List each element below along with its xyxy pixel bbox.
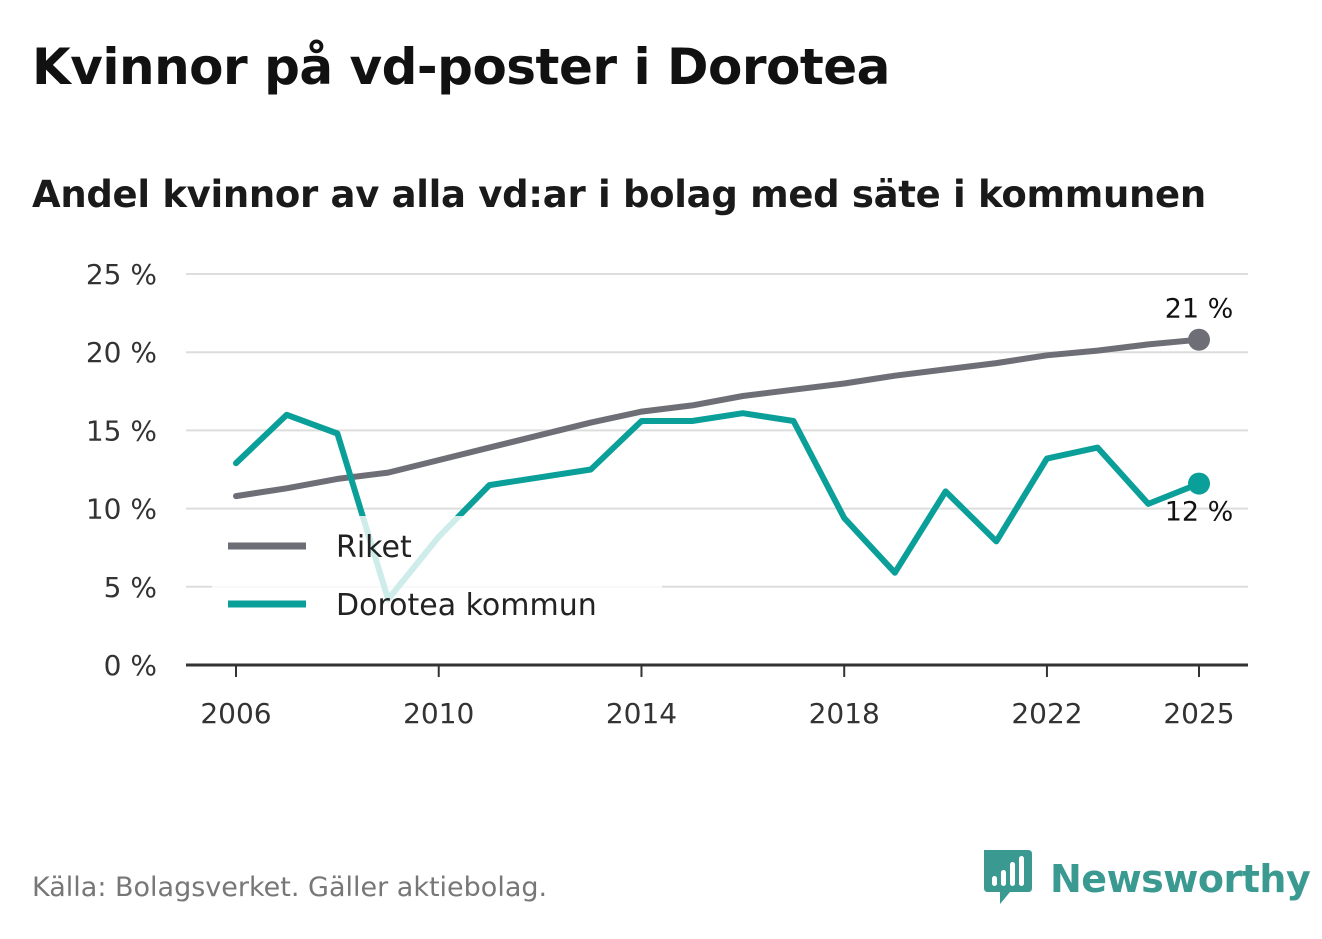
legend-label: Dorotea kommun: [336, 588, 597, 623]
legend-background: [212, 516, 662, 634]
dorotea-line-end-label: 12 %: [1165, 497, 1234, 528]
y-tick-label: 0 %: [104, 649, 157, 682]
legend: Riket Dorotea kommun: [212, 516, 662, 634]
y-tick-label: 25 %: [86, 258, 157, 291]
chart-title: Kvinnor på vd-poster i Dorotea: [32, 38, 890, 96]
source-note: Källa: Bolagsverket. Gäller aktiebolag.: [32, 872, 548, 903]
y-tick-label: 10 %: [86, 493, 157, 526]
x-axis: 2006 2010 2014 2018 2022 2025: [186, 663, 1248, 730]
y-tick-label: 15 %: [86, 414, 157, 447]
x-tick-label: 2025: [1163, 697, 1234, 730]
riket-line: [233, 336, 1202, 500]
y-tick-label: 5 %: [104, 571, 157, 604]
x-tick-label: 2018: [809, 697, 880, 730]
y-tick-label: 20 %: [86, 336, 157, 369]
x-tick-label: 2022: [1011, 697, 1082, 730]
brand-logo[interactable]: Newsworthy: [980, 848, 1311, 910]
y-axis: 0 % 5 % 10 % 15 % 20 % 25 %: [86, 258, 157, 682]
x-tick-label: 2010: [403, 697, 474, 730]
riket-line-end-label: 21 %: [1165, 294, 1234, 325]
bar-chart-speech-bubble-icon: [984, 850, 1032, 904]
line-chart: 2006 2010 2014 2018 2022 2025 0 % 5 % 10 % 15 % 2…: [86, 258, 1248, 730]
riket-line-end-dot: [1188, 328, 1210, 351]
end-labels: 21 % 12 %: [1165, 294, 1234, 528]
x-tick-label: 2014: [606, 697, 677, 730]
legend-label: Riket: [336, 530, 412, 565]
x-tick-label: 2006: [200, 697, 271, 730]
dorotea-line-end-dot: [1188, 472, 1210, 495]
chart-subtitle: Andel kvinnor av alla vd:ar i bolag med …: [32, 173, 1206, 216]
brand-name: Newsworthy: [1050, 857, 1311, 901]
